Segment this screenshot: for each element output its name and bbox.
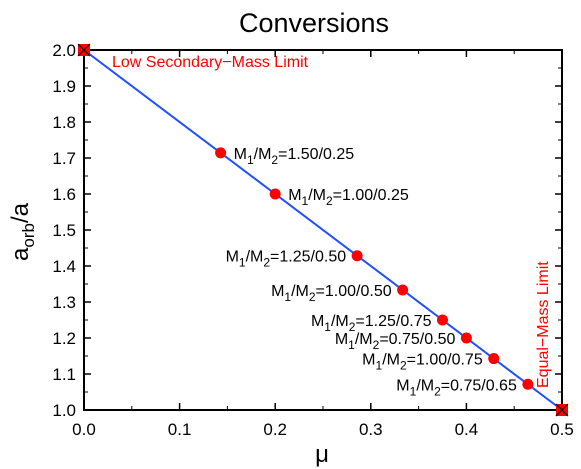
series-layer: Low Secondary−Mass Limit Equal−Mass Limit bbox=[77, 43, 569, 417]
y-axis-label-main: a bbox=[7, 247, 34, 261]
point-label-s1: 1 bbox=[284, 290, 291, 304]
point-label-post: =1.25/0.50 bbox=[270, 249, 346, 266]
point-label: M1/M2=1.25/0.75 bbox=[311, 313, 432, 334]
point-label-s1: 1 bbox=[376, 359, 383, 373]
point-label-mid: /M bbox=[291, 283, 309, 300]
point-label-mid: /M bbox=[382, 352, 400, 369]
y-tick-label: 1.1 bbox=[52, 365, 76, 384]
y-tick-label: 1.3 bbox=[52, 293, 76, 312]
chart-title: Conversions bbox=[239, 8, 389, 38]
point-annotations: M1/M2=1.50/0.25M1/M2=1.00/0.25M1/M2=1.25… bbox=[226, 146, 517, 398]
data-point bbox=[269, 188, 281, 200]
point-label-pre: M bbox=[271, 283, 284, 300]
data-point bbox=[488, 353, 500, 365]
point-label-post: =0.75/0.65 bbox=[441, 377, 517, 394]
point-label-post: =1.00/0.75 bbox=[407, 352, 483, 369]
x-tick-label: 0.2 bbox=[263, 420, 287, 439]
point-label: M1/M2=1.50/0.25 bbox=[234, 146, 355, 167]
y-tick-label: 1.8 bbox=[52, 113, 76, 132]
point-label-mid: /M bbox=[308, 187, 326, 204]
point-label-s1: 1 bbox=[239, 256, 246, 270]
point-label-mid: /M bbox=[254, 146, 272, 163]
point-label-s2: 2 bbox=[400, 359, 407, 373]
limit-label-equal-mass: Equal−Mass Limit bbox=[535, 261, 552, 388]
point-label-s2: 2 bbox=[434, 384, 441, 398]
x-tick-label: 0.1 bbox=[168, 420, 192, 439]
point-label-pre: M bbox=[226, 249, 239, 266]
point-label-mid: /M bbox=[355, 331, 373, 348]
point-label-s2: 2 bbox=[263, 256, 270, 270]
point-label-s2: 2 bbox=[373, 338, 380, 352]
point-label-pre: M bbox=[311, 313, 324, 330]
x-tick-label: 0.3 bbox=[359, 420, 383, 439]
point-label: M1/M2=0.75/0.65 bbox=[396, 377, 517, 398]
point-label-post: =0.75/0.50 bbox=[379, 331, 455, 348]
point-label-post: =1.50/0.25 bbox=[278, 146, 354, 163]
point-label-s2: 2 bbox=[326, 194, 333, 208]
x-tick-labels: 0.0 0.1 0.2 0.3 0.4 0.5 bbox=[72, 420, 574, 439]
point-label-s1: 1 bbox=[324, 320, 331, 334]
x-tick-label: 0.0 bbox=[72, 420, 96, 439]
point-label-pre: M bbox=[396, 377, 409, 394]
point-label-mid: /M bbox=[331, 313, 349, 330]
point-label: M1/M2=1.00/0.50 bbox=[271, 283, 392, 304]
point-label-pre: M bbox=[288, 187, 301, 204]
data-point bbox=[351, 250, 363, 262]
y-tick-label: 1.7 bbox=[52, 149, 76, 168]
point-label: M1/M2=1.00/0.25 bbox=[288, 187, 409, 208]
data-point bbox=[437, 314, 448, 326]
y-tick-label: 2.0 bbox=[52, 41, 76, 60]
y-tick-label: 1.9 bbox=[52, 77, 76, 96]
limit-marker-cross bbox=[77, 43, 91, 57]
y-tick-label: 1.0 bbox=[52, 401, 76, 420]
point-label-post: =1.00/0.50 bbox=[316, 283, 392, 300]
point-label-s2: 2 bbox=[271, 153, 278, 167]
data-point bbox=[522, 378, 534, 390]
limit-label-low-secondary: Low Secondary−Mass Limit bbox=[112, 54, 309, 71]
y-tick-labels: 1.0 1.1 1.2 1.3 1.4 1.5 1.6 1.7 1.8 1.9 2.0 bbox=[52, 41, 76, 420]
y-tick-label: 1.6 bbox=[52, 185, 76, 204]
point-label-post: =1.00/0.25 bbox=[333, 187, 409, 204]
data-point bbox=[397, 284, 409, 296]
point-label-s2: 2 bbox=[309, 290, 316, 304]
y-axis-label-sub: orb bbox=[19, 223, 38, 248]
point-label-mid: /M bbox=[416, 377, 434, 394]
point-label-s1: 1 bbox=[348, 338, 355, 352]
point-label-post: =1.25/0.75 bbox=[355, 313, 431, 330]
point-label: M1/M2=1.00/0.75 bbox=[362, 352, 483, 373]
y-tick-label: 1.4 bbox=[52, 257, 76, 276]
svg-text:aorb/a: aorb/a bbox=[7, 202, 38, 261]
relation-line bbox=[83, 49, 563, 411]
point-label: M1/M2=1.25/0.50 bbox=[226, 249, 347, 270]
point-label-s1: 1 bbox=[247, 153, 254, 167]
data-point bbox=[460, 332, 472, 344]
y-tick-label: 1.2 bbox=[52, 329, 76, 348]
point-label-s1: 1 bbox=[410, 384, 417, 398]
point-label-pre: M bbox=[362, 352, 375, 369]
x-tick-label: 0.4 bbox=[455, 420, 479, 439]
x-tick-label: 0.5 bbox=[550, 420, 574, 439]
point-label-mid: /M bbox=[246, 249, 264, 266]
point-label-pre: M bbox=[335, 331, 348, 348]
data-point bbox=[215, 147, 227, 159]
y-axis-label: aorb/a bbox=[7, 202, 38, 261]
limit-marker-cross bbox=[555, 403, 569, 417]
y-tick-label: 1.5 bbox=[52, 221, 76, 240]
point-label: M1/M2=0.75/0.50 bbox=[335, 331, 456, 352]
point-label-s1: 1 bbox=[302, 194, 309, 208]
point-label-pre: M bbox=[234, 146, 247, 163]
y-axis-label-suffix: /a bbox=[7, 202, 34, 223]
x-axis-label: μ bbox=[315, 441, 329, 468]
point-label-s2: 2 bbox=[349, 320, 356, 334]
